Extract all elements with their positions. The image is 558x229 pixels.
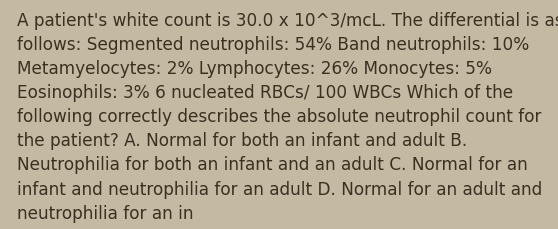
Text: A patient's white count is 30.0 x 10^3/mcL. The differential is as: A patient's white count is 30.0 x 10^3/m… bbox=[17, 11, 558, 29]
Text: infant and neutrophilia for an adult D. Normal for an adult and: infant and neutrophilia for an adult D. … bbox=[17, 180, 542, 198]
Text: following correctly describes the absolute neutrophil count for: following correctly describes the absolu… bbox=[17, 108, 541, 125]
Text: Eosinophils: 3% 6 nucleated RBCs/ 100 WBCs Which of the: Eosinophils: 3% 6 nucleated RBCs/ 100 WB… bbox=[17, 84, 513, 101]
Text: follows: Segmented neutrophils: 54% Band neutrophils: 10%: follows: Segmented neutrophils: 54% Band… bbox=[17, 35, 529, 53]
Text: Neutrophilia for both an infant and an adult C. Normal for an: Neutrophilia for both an infant and an a… bbox=[17, 156, 527, 174]
Text: neutrophilia for an in: neutrophilia for an in bbox=[17, 204, 193, 222]
Text: the patient? A. Normal for both an infant and adult B.: the patient? A. Normal for both an infan… bbox=[17, 132, 467, 150]
Text: Metamyelocytes: 2% Lymphocytes: 26% Monocytes: 5%: Metamyelocytes: 2% Lymphocytes: 26% Mono… bbox=[17, 60, 492, 77]
